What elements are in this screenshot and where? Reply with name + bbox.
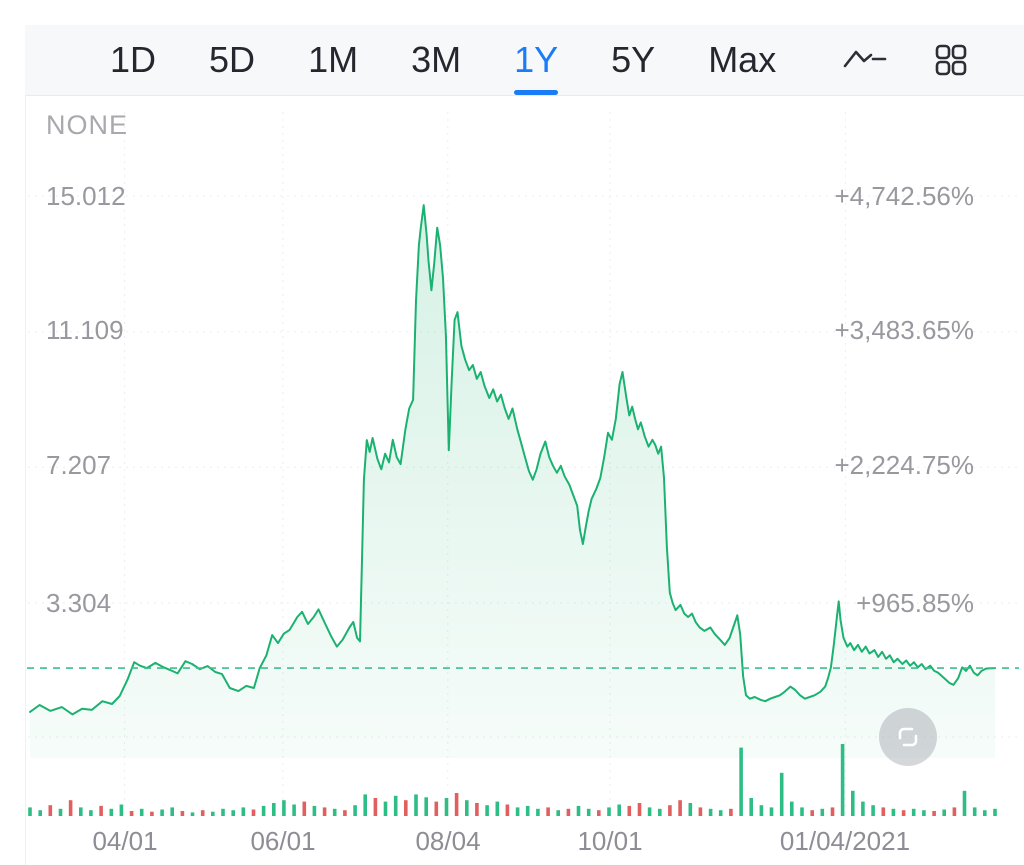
line-chart-type-icon[interactable] bbox=[842, 45, 888, 75]
percent-axis-label-4: +965.85% bbox=[856, 588, 974, 618]
price-axis-label-2: 11.109 bbox=[46, 315, 124, 345]
tab-1y[interactable]: 1Y bbox=[514, 25, 558, 95]
date-axis-label-4: 10/01 bbox=[577, 826, 643, 856]
price-axis-label-1: 15.012 bbox=[46, 181, 126, 211]
tab-max[interactable]: Max bbox=[708, 25, 776, 95]
tab-5d[interactable]: 5D bbox=[209, 25, 255, 95]
tab-3m[interactable]: 3M bbox=[411, 25, 461, 95]
date-axis-label-3: 08/04 bbox=[415, 826, 481, 856]
grid-glyph bbox=[935, 44, 967, 76]
overlay-indicator-label: NONE bbox=[46, 110, 129, 140]
percent-axis-label-2: +3,483.65% bbox=[834, 315, 974, 345]
time-range-tabs: 1D 5D 1M 3M 1Y 5Y Max bbox=[25, 25, 776, 95]
rotate-icon bbox=[898, 727, 918, 747]
panel-left-border bbox=[25, 25, 26, 865]
date-axis-label-5: 01/04/2021 bbox=[779, 826, 911, 856]
chart-tool-icons bbox=[842, 43, 1024, 77]
date-axis-label-1: 04/01 bbox=[92, 826, 158, 856]
tab-5y[interactable]: 5Y bbox=[611, 25, 655, 95]
percent-axis-label-3: +2,224.75% bbox=[834, 450, 974, 480]
price-axis-label-3: 7.207 bbox=[46, 450, 112, 480]
time-range-toolbar: 1D 5D 1M 3M 1Y 5Y Max bbox=[25, 25, 1024, 96]
chart-layout-grid-icon[interactable] bbox=[934, 43, 968, 77]
price-axis-label-4: 3.304 bbox=[46, 588, 112, 618]
date-axis-label-2: 06/01 bbox=[250, 826, 316, 856]
tab-1d[interactable]: 1D bbox=[110, 25, 156, 95]
percent-axis-label-1: +4,742.56% bbox=[834, 181, 974, 211]
rotate-chart-button[interactable] bbox=[879, 708, 937, 766]
line-chart-glyph bbox=[843, 50, 887, 68]
tab-1m[interactable]: 1M bbox=[308, 25, 358, 95]
